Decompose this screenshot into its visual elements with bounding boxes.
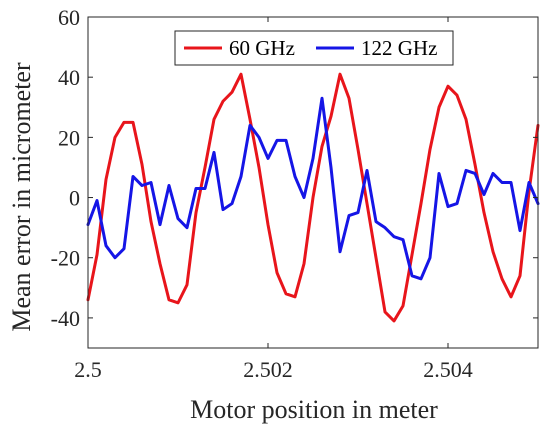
- x-axis-label: Motor position in meter: [190, 395, 438, 424]
- y-tick-label: 0: [69, 186, 80, 211]
- legend-label-2: 122 GHz: [361, 36, 437, 60]
- x-tick-label: 2.5: [74, 357, 102, 382]
- y-tick-label: -40: [51, 306, 80, 331]
- y-tick-label: 20: [58, 125, 80, 150]
- plot-area: [86, 72, 540, 323]
- y-tick-label: 40: [58, 65, 80, 90]
- y-tick-label: 60: [58, 5, 80, 30]
- series-line-1: [86, 72, 540, 323]
- axes: 2.5 2.502 2.504 -40 -20 0 20 40 60: [51, 5, 539, 382]
- legend: 60 GHz 122 GHz: [174, 30, 454, 66]
- y-tick-label: -20: [51, 246, 80, 271]
- legend-label-1: 60 GHz: [229, 36, 295, 60]
- x-tick-label: 2.502: [243, 357, 293, 382]
- axes-box: [87, 16, 539, 349]
- y-axis-label: Mean error in micrometer: [7, 62, 36, 332]
- x-tick-label: 2.504: [423, 357, 473, 382]
- series-line-2: [86, 96, 540, 281]
